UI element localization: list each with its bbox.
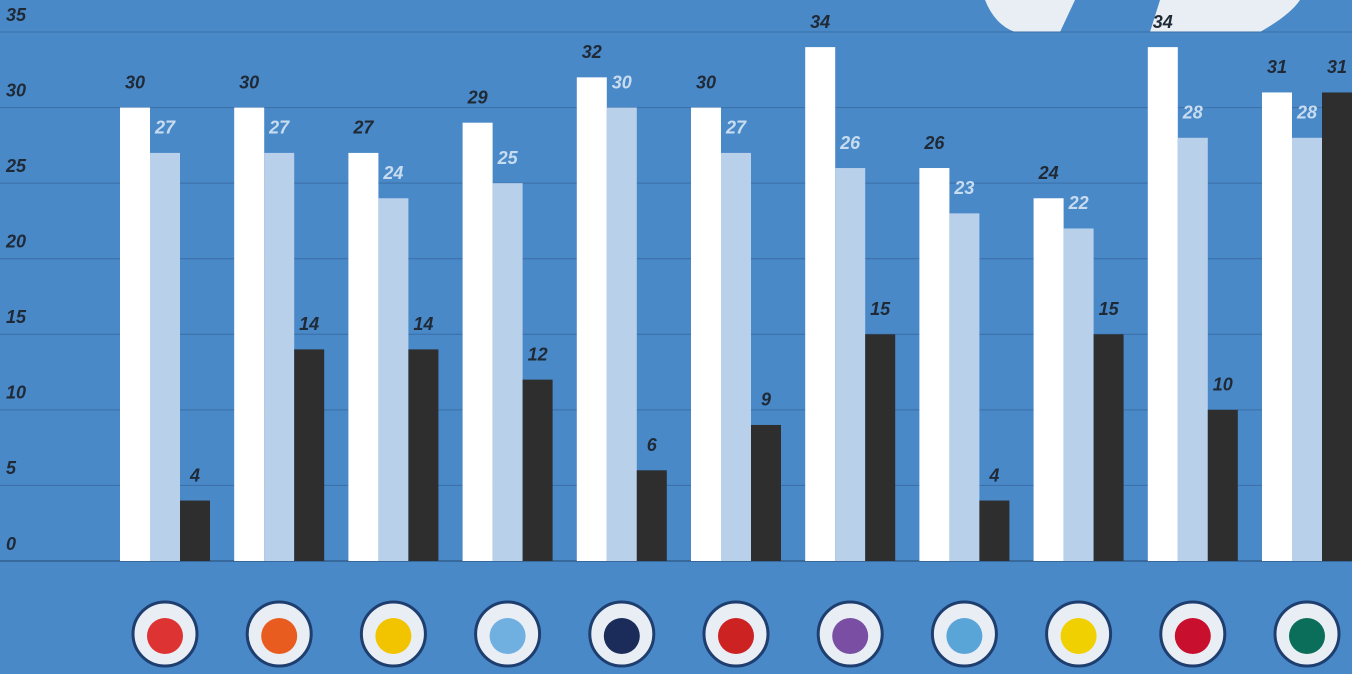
y-tick-label: 25	[5, 156, 27, 176]
bar	[751, 424, 781, 561]
bar	[294, 349, 325, 561]
value-label: 10	[1213, 375, 1233, 395]
value-label: 22	[1068, 193, 1089, 213]
value-label: 12	[528, 344, 548, 364]
value-label: 28	[1182, 103, 1203, 123]
team-logo-inner	[1174, 618, 1211, 654]
bar	[606, 107, 637, 562]
value-label: 32	[582, 42, 602, 62]
bar	[1292, 137, 1322, 562]
value-label: 9	[761, 390, 771, 410]
value-label: 30	[696, 72, 716, 92]
bar	[234, 107, 265, 562]
y-tick-label: 30	[6, 80, 26, 100]
value-label: 24	[1038, 163, 1059, 183]
bar	[1207, 409, 1238, 561]
value-label: 24	[382, 163, 403, 183]
value-label: 27	[154, 118, 176, 138]
bar	[348, 152, 379, 561]
bar	[408, 349, 439, 561]
bar	[378, 198, 409, 561]
bar	[1033, 198, 1064, 561]
team-logo-inner	[375, 618, 412, 654]
value-label: 14	[413, 314, 433, 334]
y-tick-label: 20	[5, 231, 26, 251]
bar	[1063, 228, 1094, 561]
bar	[919, 168, 950, 561]
bar	[1147, 47, 1178, 562]
bar	[462, 122, 493, 561]
player-photo	[1150, 0, 1300, 32]
value-label: 31	[1327, 57, 1347, 77]
bar	[979, 500, 1010, 561]
bar	[576, 77, 607, 561]
bar	[949, 213, 980, 561]
bar	[691, 107, 721, 562]
y-tick-label: 0	[6, 534, 16, 554]
value-label: 26	[839, 133, 861, 153]
value-label: 4	[189, 465, 200, 485]
team-logo-inner	[261, 618, 298, 654]
value-label: 30	[612, 72, 632, 92]
value-label: 26	[923, 133, 945, 153]
bar	[721, 152, 751, 561]
bar	[492, 183, 523, 561]
bar	[1093, 334, 1124, 561]
bar	[805, 47, 836, 562]
team-logo-inner	[147, 618, 183, 654]
value-label: 31	[1267, 57, 1287, 77]
y-tick-label: 15	[6, 307, 27, 327]
value-label: 28	[1296, 103, 1317, 123]
team-logo-inner	[718, 618, 754, 654]
team-logo-inner	[832, 618, 869, 654]
bar	[1322, 92, 1352, 561]
value-label: 34	[1153, 12, 1173, 32]
value-label: 34	[810, 12, 830, 32]
value-label: 23	[953, 178, 974, 198]
bar	[120, 107, 150, 562]
value-label: 4	[988, 465, 999, 485]
value-label: 27	[352, 118, 374, 138]
bar	[150, 152, 180, 561]
y-tick-label: 35	[6, 5, 27, 25]
bar	[1262, 92, 1292, 561]
bar	[180, 500, 210, 561]
bar	[835, 168, 866, 561]
team-logo-inner	[946, 618, 983, 654]
bar	[636, 470, 667, 561]
bar	[522, 379, 553, 561]
y-tick-label: 10	[6, 383, 26, 403]
value-label: 15	[1099, 299, 1120, 319]
value-label: 6	[647, 435, 658, 455]
bar	[264, 152, 295, 561]
value-label: 29	[467, 87, 488, 107]
value-label: 14	[299, 314, 319, 334]
value-label: 25	[497, 148, 519, 168]
player-photo	[985, 0, 1075, 32]
team-logo-inner	[1060, 618, 1097, 654]
value-label: 27	[268, 118, 290, 138]
value-label: 30	[239, 72, 259, 92]
team-logo-inner	[489, 618, 526, 654]
y-tick-label: 5	[6, 458, 17, 478]
team-logos	[131, 600, 1341, 668]
value-label: 27	[725, 118, 747, 138]
team-logo-inner	[1289, 618, 1325, 654]
team-logo-inner	[603, 618, 640, 654]
value-label: 30	[125, 72, 145, 92]
value-label: 15	[870, 299, 891, 319]
bar	[1177, 137, 1208, 562]
bar	[865, 334, 896, 561]
